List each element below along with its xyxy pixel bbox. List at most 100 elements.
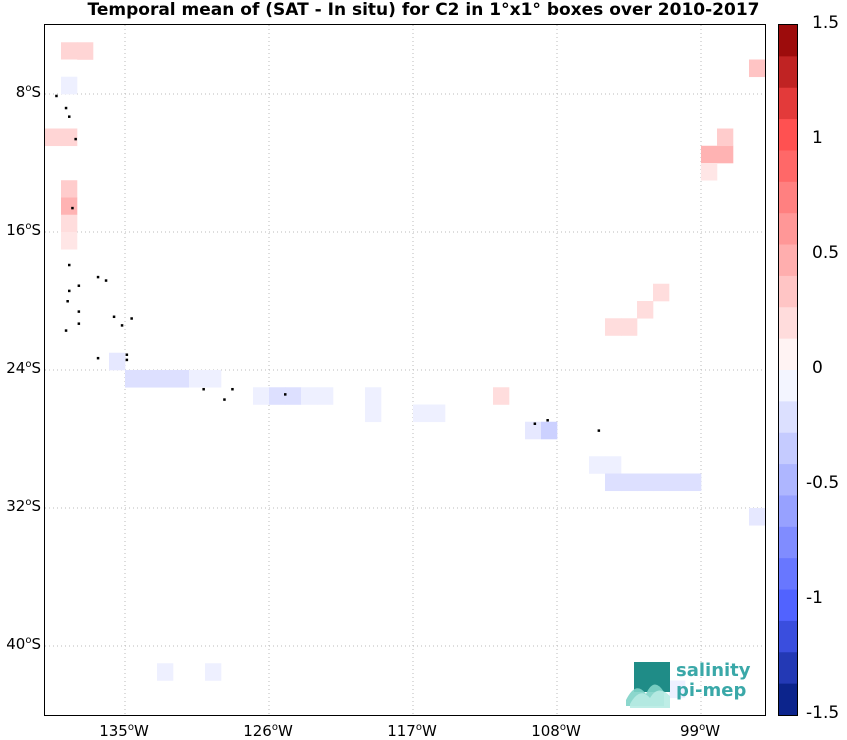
data-box	[61, 59, 78, 78]
lat-tick-label: 40oS	[6, 635, 41, 653]
island-marker	[68, 263, 71, 267]
lat-tick-label: 16oS	[6, 221, 41, 239]
data-box	[173, 370, 190, 388]
island-marker	[125, 358, 129, 362]
data-box	[525, 421, 542, 440]
island-marker	[231, 387, 234, 391]
colorbar	[778, 24, 798, 716]
data-box	[61, 42, 78, 60]
map-plot-area	[44, 24, 766, 716]
logo-waves-icon	[626, 662, 670, 708]
data-box	[301, 387, 318, 405]
island-marker	[66, 300, 69, 303]
island-marker	[64, 329, 68, 332]
data-box	[157, 370, 174, 388]
colorbar-tick-label: 0.5	[812, 243, 840, 263]
colorbar-level	[779, 464, 797, 496]
data-box	[669, 473, 686, 492]
island-marker	[77, 322, 81, 325]
lon-tick-label: 99oW	[679, 722, 721, 740]
data-box	[701, 145, 718, 164]
data-box	[413, 404, 430, 423]
data-box	[61, 197, 78, 216]
data-box	[205, 370, 222, 388]
data-box	[429, 404, 446, 423]
island-marker	[64, 106, 68, 110]
colorbar-level	[779, 119, 797, 151]
island-marker	[223, 398, 226, 401]
island-marker	[597, 429, 601, 432]
map-canvas	[45, 25, 765, 715]
data-box	[317, 387, 334, 405]
data-box	[365, 404, 382, 423]
data-box	[749, 508, 765, 526]
lon-tick-label: 108oW	[531, 722, 581, 740]
island-marker	[104, 279, 108, 282]
island-marker	[202, 387, 205, 391]
data-box	[61, 214, 78, 233]
data-box	[749, 59, 765, 78]
island-marker	[284, 393, 287, 396]
logo-line-1: salinity	[676, 660, 751, 681]
colorbar-tick-label: 0	[812, 358, 823, 378]
lat-tick-label: 24oS	[6, 359, 41, 377]
data-box	[77, 42, 94, 60]
data-box	[637, 301, 654, 319]
lat-tick-label: 32oS	[6, 497, 41, 515]
data-box	[669, 680, 686, 699]
colorbar-level	[779, 275, 797, 308]
data-box	[205, 663, 222, 681]
island-marker	[546, 419, 549, 422]
data-box	[605, 473, 622, 492]
lon-tick-label: 135oW	[99, 722, 149, 740]
colorbar-level	[779, 244, 797, 277]
colorbar-level	[779, 181, 797, 214]
island-marker	[533, 422, 537, 425]
island-marker	[77, 310, 81, 313]
data-box	[493, 387, 510, 405]
lat-tick-label: 8oS	[15, 83, 41, 101]
data-box	[541, 421, 558, 440]
data-box	[621, 318, 638, 336]
salinity-pi-mep-logo: salinity pi-mep	[624, 660, 764, 708]
colorbar-tick-label: -1.5	[806, 703, 840, 723]
data-box	[269, 387, 286, 405]
data-box	[61, 76, 78, 95]
data-box	[189, 370, 206, 388]
colorbar-level	[779, 620, 797, 653]
data-box	[653, 283, 670, 302]
data-box	[109, 352, 126, 371]
island-marker	[130, 317, 133, 320]
data-box	[365, 387, 382, 405]
data-box	[589, 456, 606, 474]
colorbar-level	[779, 25, 797, 57]
colorbar-level	[779, 338, 797, 371]
colorbar-level	[779, 495, 797, 528]
colorbar-level	[779, 683, 797, 715]
data-box	[45, 128, 62, 147]
colorbar-level	[779, 558, 797, 591]
colorbar-level	[779, 432, 797, 465]
data-box	[701, 163, 718, 181]
colorbar-tick-label: 1	[812, 128, 823, 148]
data-box	[61, 180, 78, 198]
data-box	[717, 145, 734, 164]
island-marker	[77, 284, 81, 287]
lon-tick-label: 117oW	[387, 722, 437, 740]
logo-line-2: pi-mep	[676, 680, 747, 701]
lon-tick-label: 126oW	[243, 722, 293, 740]
data-box	[125, 370, 142, 388]
data-box	[285, 387, 302, 405]
colorbar-level	[779, 87, 797, 120]
island-marker	[68, 115, 71, 118]
colorbar-level	[779, 150, 797, 183]
data-box	[621, 473, 638, 492]
colorbar-tick-label: -0.5	[806, 473, 840, 493]
data-box	[605, 456, 622, 474]
island-marker	[96, 356, 100, 360]
colorbar-level	[779, 370, 797, 402]
data-box	[61, 128, 78, 147]
data-box	[157, 663, 174, 681]
data-box	[685, 473, 702, 492]
island-marker	[125, 353, 129, 356]
